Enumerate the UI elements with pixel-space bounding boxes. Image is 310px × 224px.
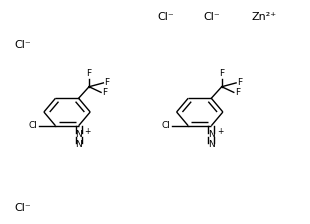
- Text: F: F: [102, 88, 107, 97]
- Text: F: F: [235, 88, 240, 97]
- Text: N: N: [208, 140, 215, 149]
- Text: Cl: Cl: [162, 121, 171, 130]
- Text: F: F: [86, 69, 91, 78]
- Text: F: F: [237, 78, 242, 87]
- Text: Zn²⁺: Zn²⁺: [252, 12, 277, 22]
- Text: Cl: Cl: [29, 121, 38, 130]
- Text: +: +: [84, 127, 91, 136]
- Text: F: F: [104, 78, 110, 87]
- Text: Cl⁻: Cl⁻: [14, 40, 31, 50]
- Text: N: N: [208, 130, 215, 139]
- Text: F: F: [219, 69, 224, 78]
- Text: Cl⁻: Cl⁻: [157, 12, 174, 22]
- Text: +: +: [217, 127, 224, 136]
- Text: Cl⁻: Cl⁻: [14, 203, 31, 213]
- Text: Cl⁻: Cl⁻: [204, 12, 220, 22]
- Text: N: N: [75, 140, 82, 149]
- Text: N: N: [75, 130, 82, 139]
